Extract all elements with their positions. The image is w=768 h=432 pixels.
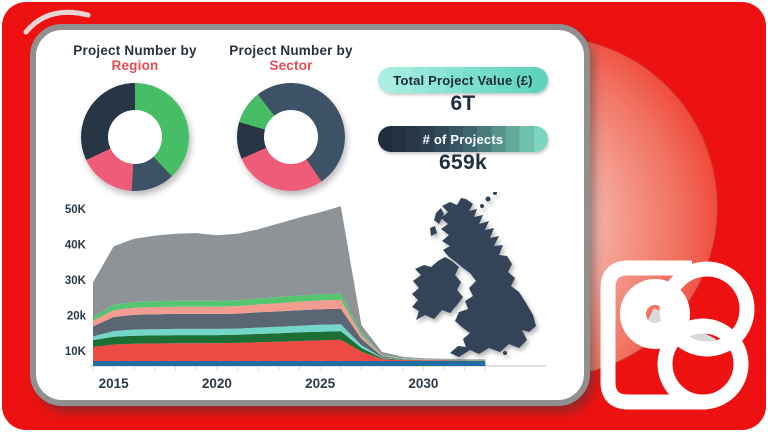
orkney-island-2 (480, 204, 484, 208)
ireland-shape (412, 257, 463, 320)
region-donut-chart (81, 83, 189, 191)
svg-text:20k: 20k (67, 311, 87, 323)
hebrides-shape-2 (430, 226, 437, 236)
hebrides-shape (434, 208, 444, 224)
number-of-projects-pill: # of Projects (378, 126, 548, 152)
isle-of-wight (503, 351, 507, 355)
isle-of-man (448, 288, 454, 294)
sector-donut-hole (264, 110, 318, 164)
svg-text:2025: 2025 (305, 376, 336, 391)
corner-arc-decoration (23, 9, 91, 35)
number-of-projects-value: 659k (439, 151, 487, 174)
region-donut-title-line1: Project Number by (73, 43, 197, 58)
svg-text:10K: 10K (65, 346, 87, 358)
total-project-value-pill: Total Project Value (£) (378, 67, 548, 93)
dashboard-card: Project Number by Region Project Number … (30, 24, 590, 406)
region-donut-title: Project Number by Region (55, 43, 215, 73)
brand-logo (600, 260, 755, 410)
sector-donut-title-line1: Project Number by (229, 43, 353, 58)
logo-square (600, 260, 706, 410)
uk-map (412, 192, 536, 357)
orkney-island (485, 196, 491, 202)
sector-donut-title: Project Number by Sector (211, 43, 371, 73)
uk-map-shapes (412, 192, 536, 357)
stacked-area-chart: 10K 20k 30K 40K 50K 2015 2020 2025 2030 (65, 204, 546, 391)
region-donut-title-accent: Region (111, 58, 159, 73)
logo-loop (620, 279, 690, 349)
svg-text:2020: 2020 (202, 376, 232, 391)
region-donut-hole (108, 110, 162, 164)
svg-text:30K: 30K (65, 275, 87, 287)
number-of-projects-label: # of Projects (422, 131, 504, 147)
shetland-island (493, 192, 497, 195)
total-project-value: 6T (450, 92, 476, 115)
great-britain-shape (441, 198, 536, 357)
total-project-value-label: Total Project Value (£) (393, 72, 533, 88)
logo-lower-bump (657, 318, 749, 410)
sector-donut-chart (237, 83, 345, 191)
svg-text:50K: 50K (65, 204, 87, 216)
svg-text:40K: 40K (65, 240, 87, 252)
svg-text:2015: 2015 (99, 376, 130, 391)
sector-donut-title-accent: Sector (269, 58, 313, 73)
svg-text:2030: 2030 (408, 376, 438, 391)
